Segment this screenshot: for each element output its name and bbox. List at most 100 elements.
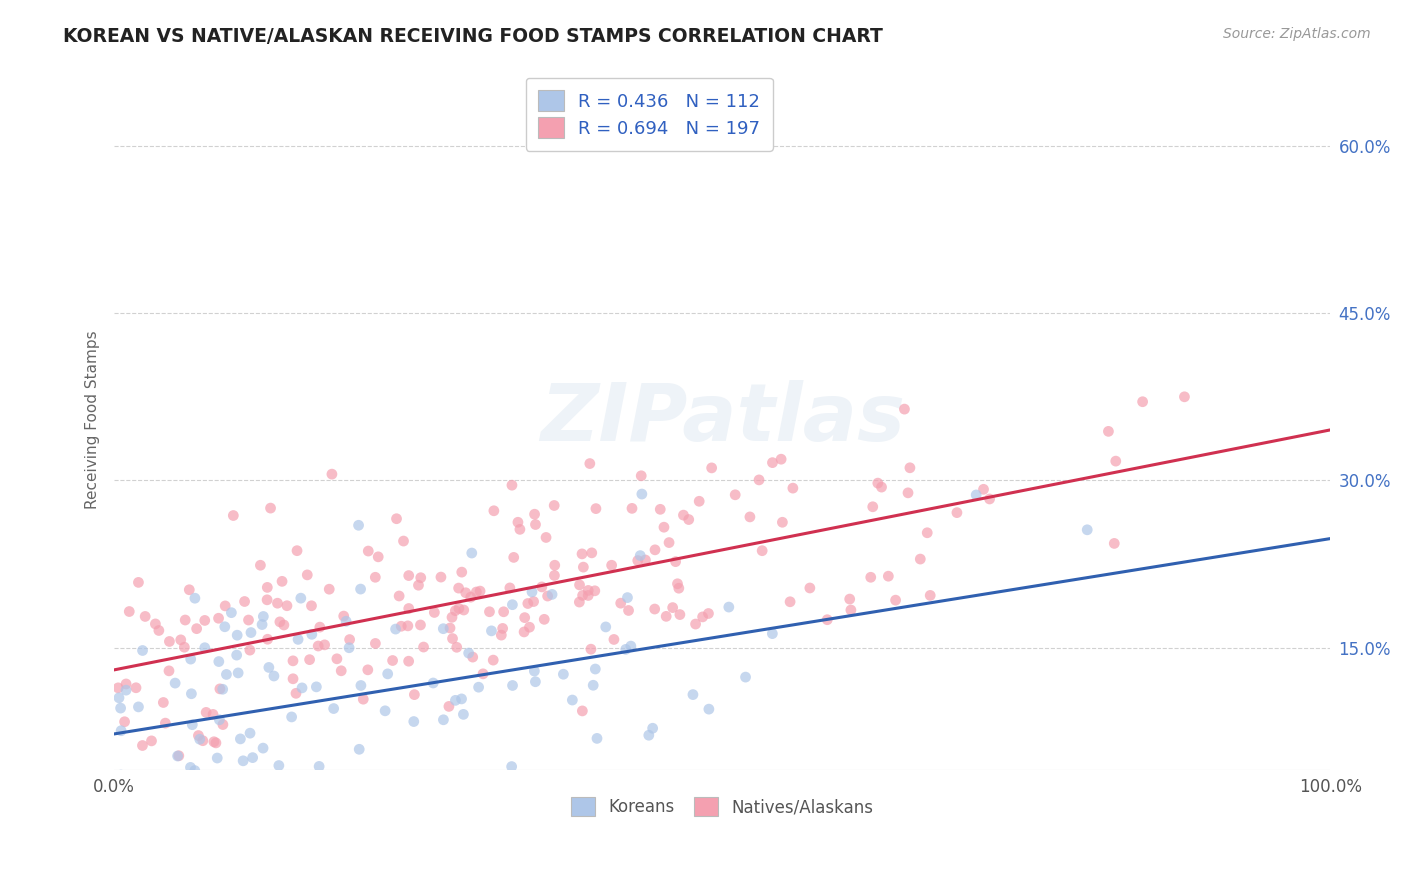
Point (453, 603, 475, 617)
Point (581, 546, 603, 560)
Point (724, 488, 747, 502)
Point (1076, 523, 1098, 537)
Point (298, 653, 321, 667)
Point (179, 760, 201, 774)
Point (398, 568, 420, 582)
Point (256, 632, 278, 647)
Point (280, 797, 302, 811)
Point (576, 589, 599, 603)
Point (748, 473, 770, 487)
Point (266, 596, 288, 610)
Point (779, 595, 801, 609)
Point (408, 578, 430, 592)
Point (460, 590, 482, 604)
Point (267, 758, 290, 772)
Point (291, 681, 314, 695)
Point (620, 639, 643, 653)
Point (315, 780, 337, 794)
Point (263, 669, 285, 683)
Point (453, 707, 475, 722)
Point (450, 692, 472, 706)
Point (195, 706, 218, 720)
Point (110, 723, 132, 738)
Point (437, 699, 460, 714)
Point (637, 728, 659, 742)
Point (536, 589, 558, 603)
Point (770, 515, 793, 529)
Point (472, 666, 495, 681)
Point (884, 593, 907, 607)
Point (502, 678, 524, 692)
Point (186, 622, 208, 636)
Point (579, 642, 602, 657)
Point (1104, 536, 1126, 550)
Point (634, 553, 657, 567)
Point (572, 560, 595, 574)
Point (155, 716, 177, 731)
Point (583, 797, 606, 811)
Point (1173, 390, 1195, 404)
Point (187, 729, 209, 743)
Point (579, 457, 602, 471)
Point (412, 640, 434, 654)
Point (665, 555, 688, 569)
Point (432, 713, 454, 727)
Point (287, 632, 309, 647)
Point (115, 677, 138, 691)
Point (384, 622, 406, 636)
Point (205, 736, 228, 750)
Point (146, 777, 169, 791)
Point (666, 576, 689, 591)
Point (979, 491, 1001, 506)
Point (877, 569, 900, 583)
Point (131, 739, 153, 753)
Point (1097, 425, 1119, 439)
Point (461, 546, 484, 560)
Point (799, 581, 821, 595)
Point (134, 609, 156, 624)
Point (337, 640, 360, 655)
Point (815, 613, 838, 627)
Point (301, 627, 323, 641)
Point (628, 549, 651, 563)
Point (859, 570, 882, 584)
Point (491, 622, 513, 636)
Point (285, 543, 308, 558)
Point (183, 769, 205, 783)
Point (409, 618, 432, 632)
Point (364, 570, 387, 584)
Point (157, 664, 180, 678)
Point (257, 660, 280, 674)
Point (658, 535, 681, 549)
Point (502, 550, 524, 565)
Point (583, 662, 606, 676)
Point (481, 624, 503, 638)
Point (516, 597, 538, 611)
Point (571, 547, 593, 561)
Point (738, 510, 761, 524)
Point (131, 643, 153, 657)
Point (524, 517, 547, 532)
Point (180, 652, 202, 666)
Point (920, 588, 942, 602)
Point (347, 742, 370, 756)
Point (221, 606, 243, 620)
Point (685, 617, 707, 632)
Point (866, 476, 889, 491)
Point (110, 768, 132, 782)
Point (668, 581, 690, 595)
Point (543, 568, 565, 582)
Point (501, 478, 523, 492)
Point (402, 714, 425, 729)
Point (499, 581, 522, 595)
Point (650, 502, 672, 516)
Point (513, 624, 536, 639)
Point (239, 643, 262, 657)
Point (688, 494, 710, 508)
Point (256, 581, 278, 595)
Point (893, 402, 915, 417)
Point (422, 676, 444, 690)
Point (107, 681, 129, 695)
Point (614, 642, 637, 657)
Point (761, 626, 783, 640)
